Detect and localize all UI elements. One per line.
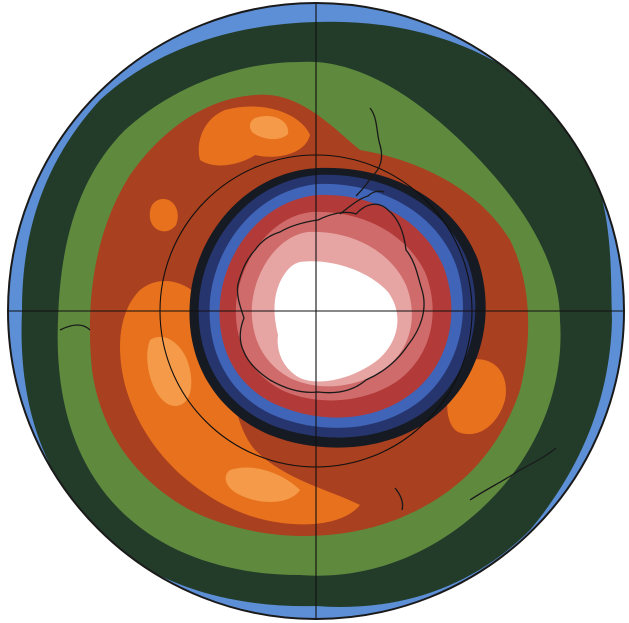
contour-orange-west	[120, 281, 360, 525]
contour-orange-nw-spot	[149, 199, 178, 232]
coastline-antarctic-peninsula	[339, 190, 385, 215]
coastline-australia	[469, 447, 557, 501]
globe-outline	[7, 2, 625, 620]
contour-light-orange-north	[249, 115, 289, 140]
contour-ozone-hole-core	[274, 261, 398, 382]
coastline-layer	[59, 107, 557, 511]
contour-light-orange-south	[225, 467, 300, 502]
graticule	[8, 3, 624, 619]
coastline-new-zealand	[394, 487, 404, 511]
coastline-africa	[59, 324, 91, 331]
coastline-antarctica	[236, 203, 425, 394]
coastline-south-america	[355, 107, 383, 197]
latitude-circle	[159, 154, 473, 468]
